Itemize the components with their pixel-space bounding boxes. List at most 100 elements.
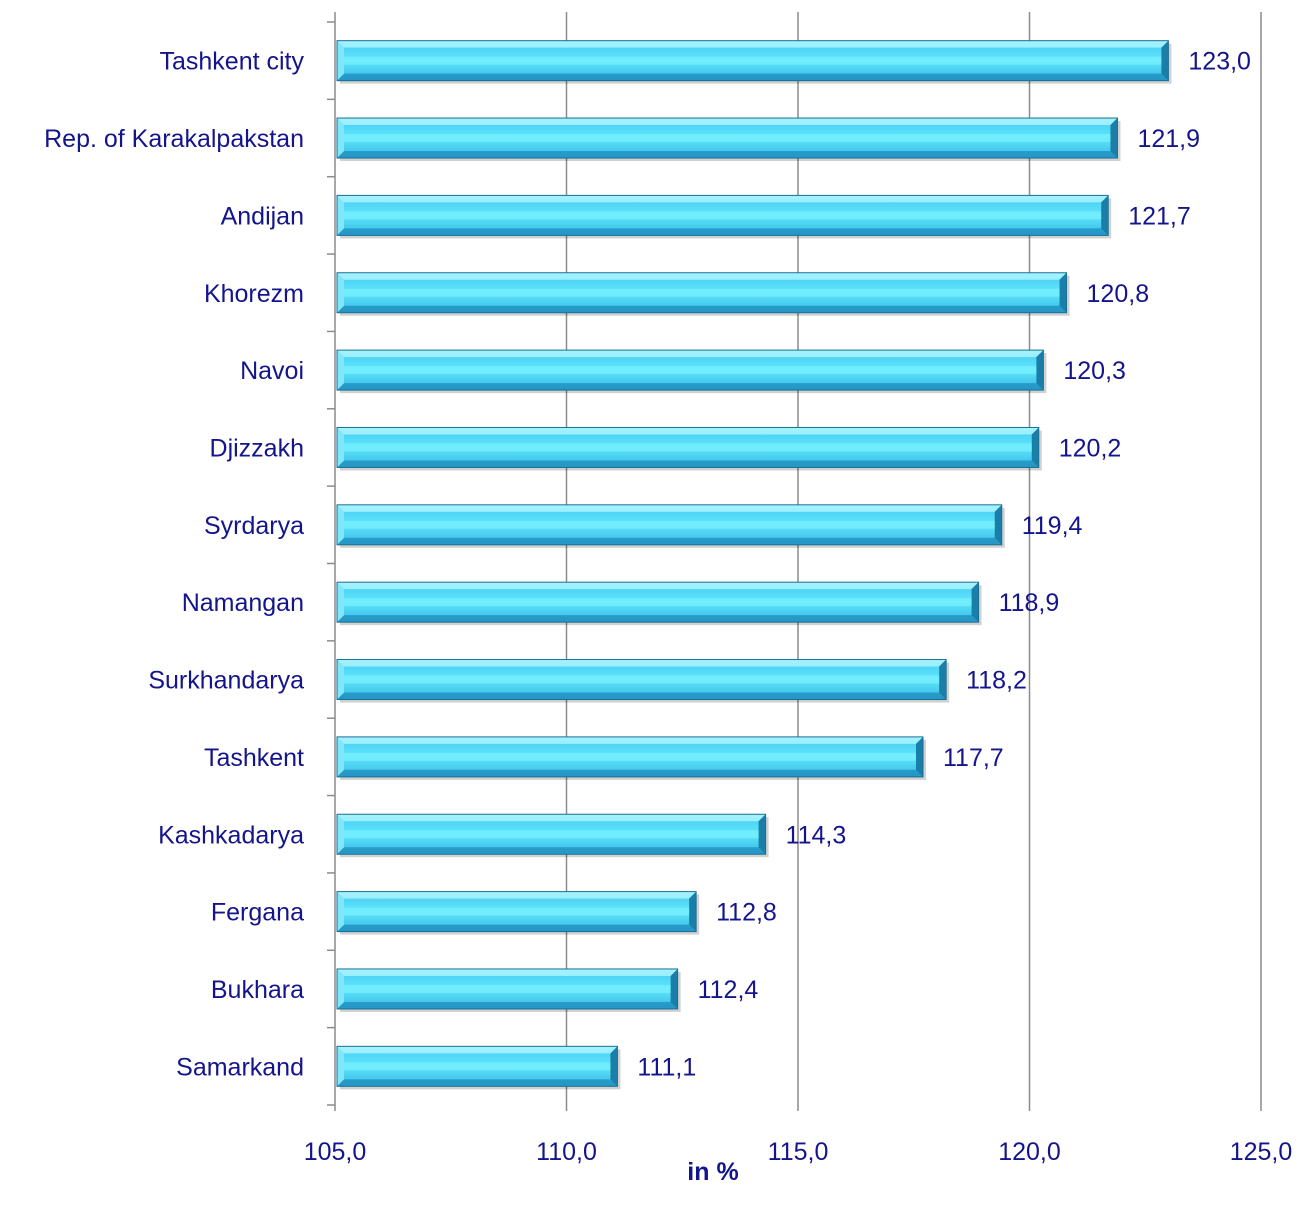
- bar-bevel-bottom: [337, 151, 1118, 159]
- bar-outline: [336, 1045, 618, 1087]
- bar: [336, 891, 700, 935]
- bar-bevel-bottom: [337, 383, 1044, 391]
- data-label: 121,7: [1128, 202, 1191, 230]
- data-label: 117,7: [943, 744, 1004, 772]
- data-label: 120,3: [1063, 357, 1126, 385]
- data-label: 111,1: [637, 1053, 696, 1081]
- category-label: Fergana: [211, 899, 304, 927]
- bar-bevel-top: [337, 582, 979, 590]
- data-label: 118,2: [966, 667, 1027, 695]
- bar-bevel-start: [337, 736, 344, 777]
- data-label: 112,4: [698, 976, 759, 1004]
- x-axis-title: in %: [687, 1158, 738, 1186]
- bar-bevel-top: [337, 504, 1002, 512]
- bar: [336, 117, 1121, 162]
- bar-bevel-bottom: [337, 1079, 618, 1087]
- bar-bevel-start: [337, 504, 344, 545]
- bar-bevel-top: [337, 350, 1044, 358]
- bar-bevel-bottom: [337, 847, 766, 855]
- bar-bevel-bottom: [337, 1001, 678, 1009]
- bar-bevel-start: [337, 1046, 344, 1087]
- bar-highlight: [344, 1062, 611, 1071]
- bar-bevel-start: [337, 427, 344, 468]
- category-label: Khorezm: [204, 280, 304, 308]
- bar-outline: [336, 891, 697, 933]
- data-label: 112,8: [716, 899, 777, 927]
- bar-bevel-top: [337, 40, 1169, 48]
- bar: [336, 504, 1005, 548]
- bar-bevel-bottom: [337, 692, 947, 700]
- bar-bevel-start: [337, 118, 344, 159]
- bar-bevel-end: [994, 504, 1002, 545]
- bar-bevel-bottom: [337, 305, 1067, 313]
- category-label: Namangan: [182, 589, 304, 617]
- category-label: Kashkadarya: [158, 821, 304, 849]
- data-label: 123,0: [1188, 48, 1251, 76]
- category-label: Tashkent: [204, 744, 304, 772]
- bar-bevel-end: [1059, 272, 1067, 313]
- bar-bevel-end: [939, 659, 947, 700]
- bar-outline: [336, 40, 1169, 82]
- data-label: 118,9: [999, 589, 1060, 617]
- bar: [336, 1045, 621, 1090]
- bar-bevel-start: [337, 891, 344, 932]
- bar: [336, 349, 1047, 394]
- bar-bevel-end: [689, 891, 697, 932]
- bar-highlight: [344, 134, 1111, 143]
- bar-bevel-top: [337, 659, 947, 667]
- bar: [336, 581, 982, 626]
- bar-bevel-top: [337, 814, 766, 822]
- bar: [336, 40, 1172, 84]
- bar: [336, 272, 1070, 316]
- data-label: 119,4: [1022, 512, 1083, 540]
- category-label: Syrdarya: [204, 512, 304, 540]
- bar-outline: [336, 426, 1040, 468]
- bar-highlight: [344, 675, 940, 684]
- bar-highlight: [344, 56, 1162, 65]
- category-label: Andijan: [221, 202, 304, 230]
- bar-bevel-start: [337, 814, 344, 855]
- bar-highlight: [344, 520, 995, 529]
- bar-bevel-end: [1036, 350, 1044, 391]
- category-label: Tashkent city: [159, 48, 304, 76]
- bar: [336, 968, 681, 1012]
- category-label: Djizzakh: [210, 434, 304, 462]
- bar-bevel-top: [337, 968, 678, 976]
- bar-bevel-bottom: [337, 228, 1109, 236]
- bar-highlight: [344, 984, 671, 993]
- x-tick-label: 105,0: [304, 1138, 367, 1166]
- bar-outline: [336, 349, 1044, 391]
- data-label: 121,9: [1137, 125, 1200, 153]
- bar-bevel-start: [337, 350, 344, 391]
- bar-bevel-top: [337, 1046, 618, 1054]
- category-label: Samarkand: [176, 1053, 304, 1081]
- bar-outline: [336, 194, 1109, 236]
- bar: [336, 659, 950, 703]
- bar-bevel-top: [337, 272, 1067, 280]
- bar-highlight: [344, 288, 1060, 297]
- bar-outline: [336, 736, 924, 778]
- bar-bevel-start: [337, 40, 344, 81]
- bar-outline: [336, 504, 1003, 546]
- data-label: 114,3: [786, 821, 847, 849]
- x-tick-label: 125,0: [1230, 1138, 1293, 1166]
- bar-bevel-start: [337, 968, 344, 1009]
- bar-bevel-top: [337, 118, 1118, 126]
- bar-bevel-end: [971, 582, 979, 623]
- bar-bevel-top: [337, 891, 697, 899]
- x-tick-label: 110,0: [536, 1138, 597, 1166]
- bar-outline: [336, 272, 1068, 314]
- bar-bevel-end: [758, 814, 766, 855]
- bar-outline: [336, 581, 980, 623]
- bars: [336, 40, 1172, 1090]
- bar-highlight: [344, 443, 1032, 452]
- bar-highlight: [344, 830, 759, 839]
- bar-bevel-bottom: [337, 615, 979, 623]
- bar-bevel-end: [610, 1046, 618, 1087]
- data-label: 120,2: [1059, 434, 1122, 462]
- x-tick-label: 120,0: [998, 1138, 1061, 1166]
- data-label: 120,8: [1087, 280, 1150, 308]
- labels: 105,0 110,0 115,0 120,0 125,0 123,0 Tashkent c…: [44, 48, 1292, 1166]
- bar-bevel-start: [337, 659, 344, 700]
- bar-outline: [336, 968, 679, 1010]
